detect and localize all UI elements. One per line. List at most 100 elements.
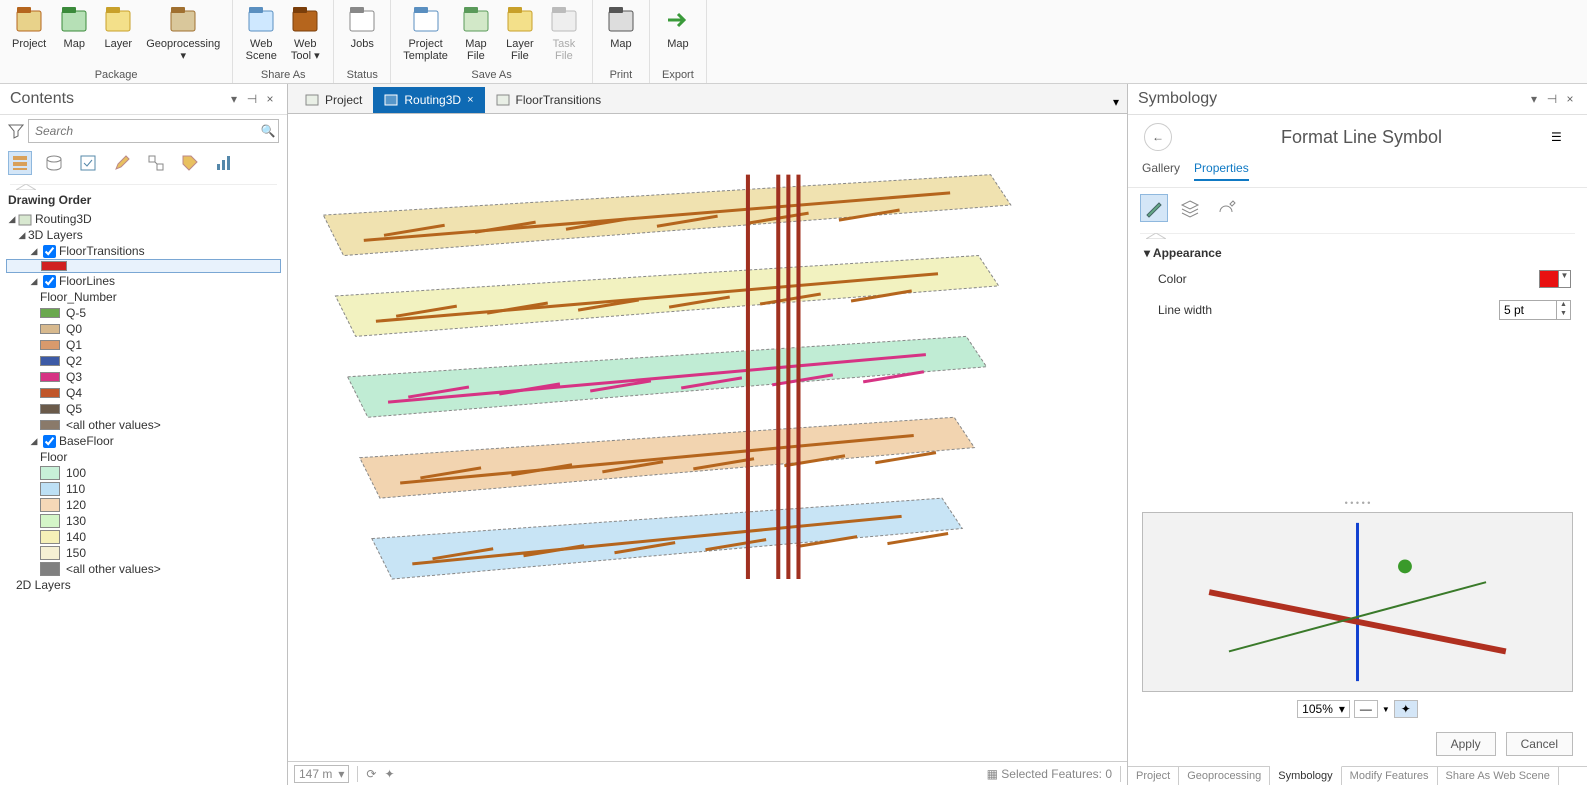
- search-icon[interactable]: 🔍: [258, 124, 278, 138]
- jobs-button[interactable]: Jobs: [340, 2, 384, 52]
- apply-button[interactable]: Apply: [1436, 732, 1496, 756]
- list-by-editing-button[interactable]: [110, 151, 134, 175]
- list-by-drawing-order-button[interactable]: [8, 151, 32, 175]
- print-map-button[interactable]: Map: [599, 2, 643, 52]
- dropdown-icon[interactable]: ▾: [1527, 92, 1541, 106]
- tabs-overflow-button[interactable]: ▾: [1105, 91, 1127, 113]
- list-by-labeling-button[interactable]: [178, 151, 202, 175]
- class-Q1[interactable]: Q1: [6, 337, 281, 353]
- compass-icon[interactable]: ✦: [384, 767, 394, 781]
- class-Q3[interactable]: Q3: [6, 369, 281, 385]
- close-icon[interactable]: ×: [263, 92, 277, 106]
- class-120[interactable]: 120: [6, 497, 281, 513]
- project-template-button[interactable]: Project Template: [397, 2, 454, 64]
- bottom-tab-share-as-web-scene[interactable]: Share As Web Scene: [1438, 767, 1559, 785]
- pin-icon[interactable]: ⊣: [1545, 92, 1559, 106]
- ribbon-label: Map: [667, 38, 688, 50]
- spin-up-icon[interactable]: ▲: [1557, 301, 1570, 310]
- ribbon-label: Project: [12, 38, 46, 50]
- class-Q5[interactable]: Q5: [6, 401, 281, 417]
- preview-line-button[interactable]: —: [1354, 700, 1378, 718]
- close-icon[interactable]: ×: [467, 94, 473, 106]
- class-130[interactable]: 130: [6, 513, 281, 529]
- list-by-source-button[interactable]: [42, 151, 66, 175]
- class-140[interactable]: 140: [6, 529, 281, 545]
- bottom-tab-geoprocessing[interactable]: Geoprocessing: [1179, 767, 1270, 785]
- layer-floorlines[interactable]: ◢FloorLines: [6, 273, 281, 289]
- group-3d-layers[interactable]: ◢3D Layers: [6, 227, 281, 243]
- map-pkg-button[interactable]: Map: [52, 2, 96, 52]
- color-dropdown-icon[interactable]: ▼: [1558, 271, 1570, 287]
- close-icon[interactable]: ×: [1563, 92, 1577, 106]
- class-Q2[interactable]: Q2: [6, 353, 281, 369]
- search-input[interactable]: [29, 124, 258, 138]
- list-by-chart-button[interactable]: [212, 151, 236, 175]
- ribbon-icon: [548, 4, 580, 36]
- class-bf-other[interactable]: <all other values>: [6, 561, 281, 577]
- list-by-selection-button[interactable]: [76, 151, 100, 175]
- class-110[interactable]: 110: [6, 481, 281, 497]
- project-pkg-button[interactable]: Project: [6, 2, 52, 52]
- class-Q4[interactable]: Q4: [6, 385, 281, 401]
- contents-header: Contents ▾ ⊣ ×: [0, 84, 287, 115]
- geoprocessing-pkg-button[interactable]: Geoprocessing ▾: [140, 2, 226, 64]
- back-button[interactable]: ←: [1144, 123, 1172, 151]
- list-by-snapping-button[interactable]: [144, 151, 168, 175]
- preview-zoom-select[interactable]: 105% ▾: [1297, 700, 1350, 718]
- web-scene-button[interactable]: Web Scene: [239, 2, 283, 64]
- class-Q-5[interactable]: Q-5: [6, 305, 281, 321]
- task-file-button[interactable]: Task File: [542, 2, 586, 64]
- export-map-button[interactable]: Map: [656, 2, 700, 52]
- layer-file-button[interactable]: Layer File: [498, 2, 542, 64]
- layer-pkg-button[interactable]: Layer: [96, 2, 140, 52]
- preview-axes-button[interactable]: ✦: [1394, 700, 1418, 718]
- appearance-section[interactable]: ▾ Appearance: [1144, 242, 1571, 264]
- cancel-button[interactable]: Cancel: [1506, 732, 1573, 756]
- spin-down-icon[interactable]: ▼: [1557, 310, 1570, 319]
- group-2d-layers[interactable]: 2D Layers: [6, 577, 281, 593]
- bottom-tab-symbology[interactable]: Symbology: [1270, 766, 1341, 785]
- layer-basefloor[interactable]: ◢BaseFloor: [6, 433, 281, 449]
- linewidth-spinner[interactable]: ▲▼: [1499, 300, 1571, 320]
- linewidth-input[interactable]: [1500, 301, 1556, 319]
- color-picker[interactable]: ▼: [1539, 270, 1571, 288]
- tab-gallery[interactable]: Gallery: [1142, 161, 1180, 181]
- scene-node[interactable]: ◢Routing3D: [6, 211, 281, 227]
- tab-project[interactable]: Project: [294, 87, 373, 113]
- symbol-brush-button[interactable]: [1140, 194, 1168, 222]
- ribbon-label: Jobs: [351, 38, 374, 50]
- dropdown-icon[interactable]: ▾: [227, 92, 241, 106]
- ribbon-label: Geoprocessing ▾: [146, 38, 220, 62]
- symbol-preview[interactable]: [1142, 512, 1573, 692]
- bottom-tab-project[interactable]: Project: [1128, 767, 1179, 785]
- ribbon-icon: [504, 4, 536, 36]
- preview-dd-icon[interactable]: ▼: [1382, 705, 1390, 714]
- search-box[interactable]: 🔍: [28, 119, 279, 143]
- symbol-layers-button[interactable]: [1176, 194, 1204, 222]
- class-other[interactable]: <all other values>: [6, 417, 281, 433]
- bottom-tab-modify-features[interactable]: Modify Features: [1342, 767, 1438, 785]
- pin-icon[interactable]: ⊣: [245, 92, 259, 106]
- tab-properties[interactable]: Properties: [1194, 161, 1249, 181]
- table-of-contents: Drawing Order◢Routing3D◢3D Layers◢FloorT…: [0, 185, 287, 785]
- drawing-order-heading: Drawing Order: [6, 189, 281, 211]
- scene-viewport[interactable]: [288, 114, 1127, 761]
- tab-floortransitions[interactable]: FloorTransitions: [485, 87, 613, 113]
- field-floor-number: Floor_Number: [6, 289, 281, 305]
- class-100[interactable]: 100: [6, 465, 281, 481]
- tab-routing3d[interactable]: Routing3D×: [373, 87, 484, 113]
- symbol-structure-button[interactable]: [1212, 194, 1240, 222]
- filter-icon[interactable]: [8, 123, 24, 139]
- menu-icon[interactable]: ☰: [1551, 130, 1571, 144]
- class-Q0[interactable]: Q0: [6, 321, 281, 337]
- scale-selector[interactable]: 147 m▾: [294, 765, 349, 783]
- ribbon-icon: [605, 4, 637, 36]
- web-tool-button[interactable]: Web Tool ▾: [283, 2, 327, 64]
- symbol-floortransitions[interactable]: [6, 259, 281, 273]
- class-150[interactable]: 150: [6, 545, 281, 561]
- symbology-nav: ← Format Line Symbol ☰: [1128, 115, 1587, 159]
- center-area: ProjectRouting3D×FloorTransitions ▾ 147 m…: [288, 84, 1127, 785]
- layer-floortransitions[interactable]: ◢FloorTransitions: [6, 243, 281, 259]
- rotate-icon[interactable]: ⟳: [366, 767, 376, 781]
- map-file-button[interactable]: Map File: [454, 2, 498, 64]
